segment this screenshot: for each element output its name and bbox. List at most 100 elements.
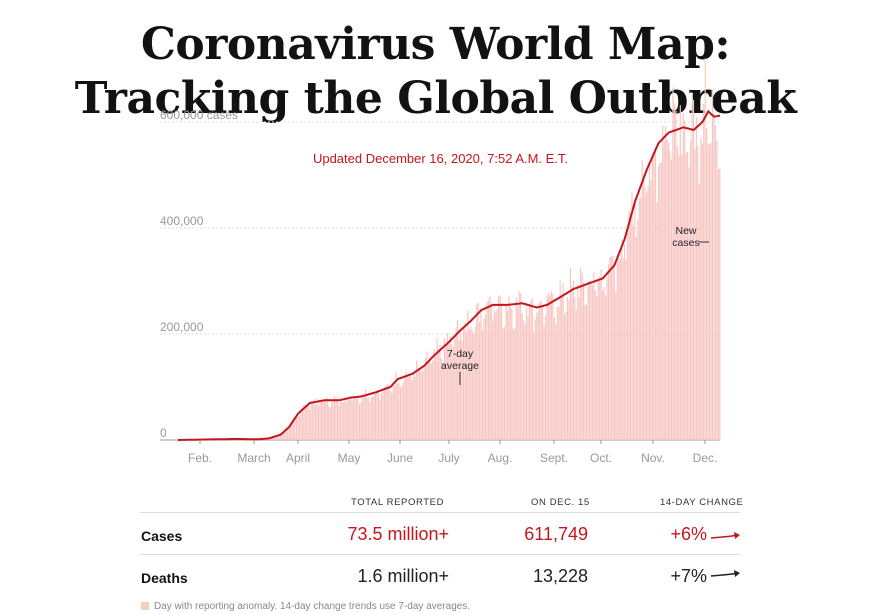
bar xyxy=(700,137,702,440)
bar xyxy=(524,324,526,440)
bar xyxy=(697,145,699,441)
bar xyxy=(605,295,607,440)
cases-total: 73.5 million+ xyxy=(347,524,449,544)
bar xyxy=(591,285,593,440)
bar xyxy=(457,320,459,440)
bar xyxy=(568,300,570,440)
bar xyxy=(704,58,706,441)
bar xyxy=(298,415,301,440)
bar xyxy=(395,371,397,440)
bar xyxy=(273,436,276,440)
bar xyxy=(610,256,613,440)
bar xyxy=(369,402,371,440)
bar xyxy=(635,236,637,440)
bar xyxy=(440,358,443,440)
bar xyxy=(467,310,469,440)
bar xyxy=(673,102,676,440)
bar xyxy=(454,336,456,440)
bar xyxy=(489,296,491,440)
x-tick-label: Sept. xyxy=(540,451,568,465)
bar xyxy=(361,398,364,440)
bar xyxy=(284,430,286,440)
bar xyxy=(433,348,435,440)
bar xyxy=(659,163,661,440)
bar xyxy=(555,324,557,440)
bar xyxy=(474,326,476,440)
bar xyxy=(281,433,283,440)
bar xyxy=(662,125,664,440)
bar xyxy=(549,295,551,440)
bar xyxy=(676,146,678,440)
bar xyxy=(316,398,318,440)
bar xyxy=(647,185,649,440)
bar xyxy=(370,397,372,440)
bar xyxy=(565,311,567,440)
bar xyxy=(309,409,311,440)
bar xyxy=(618,258,620,440)
bar xyxy=(688,167,690,440)
bar xyxy=(536,312,538,440)
bar xyxy=(424,357,426,440)
bar xyxy=(518,291,520,440)
bar xyxy=(493,310,495,440)
y-tick-label: 200,000 xyxy=(160,320,204,334)
bar xyxy=(487,300,489,440)
bar xyxy=(367,397,369,440)
bar xyxy=(429,359,431,440)
bar xyxy=(398,383,400,440)
bar xyxy=(650,180,652,440)
bar xyxy=(464,322,466,440)
bar xyxy=(588,281,591,440)
bar xyxy=(574,297,576,440)
bar xyxy=(660,162,662,440)
bar xyxy=(360,402,362,440)
bar xyxy=(691,104,693,441)
bar xyxy=(621,239,623,440)
bar xyxy=(506,310,509,440)
bar xyxy=(451,343,453,440)
bar xyxy=(522,319,525,440)
x-tick-label: Dec. xyxy=(693,451,718,465)
bar xyxy=(495,312,497,440)
deaths-total: 1.6 million+ xyxy=(357,566,449,586)
bar xyxy=(625,259,627,440)
bar xyxy=(342,402,344,440)
bar xyxy=(558,307,560,440)
bar xyxy=(602,290,604,440)
bar xyxy=(612,255,614,440)
bar xyxy=(411,380,413,440)
bar xyxy=(616,263,618,440)
bar xyxy=(640,197,642,440)
bar xyxy=(373,393,375,440)
bar xyxy=(379,400,381,440)
bar xyxy=(377,391,380,440)
bar xyxy=(638,198,640,440)
bar xyxy=(461,340,463,440)
trend-up-arrow-icon xyxy=(710,532,740,539)
bar xyxy=(590,280,592,440)
bar xyxy=(496,308,498,440)
bar xyxy=(351,400,353,440)
bar xyxy=(445,343,447,440)
bar xyxy=(423,366,425,440)
bar xyxy=(552,293,554,440)
bar xyxy=(276,436,279,440)
bar xyxy=(402,382,405,440)
bar xyxy=(470,327,472,440)
bar xyxy=(325,398,327,440)
bar xyxy=(388,385,390,440)
bar xyxy=(566,297,569,440)
bar xyxy=(329,407,331,440)
bar xyxy=(498,296,500,440)
bar xyxy=(310,403,312,440)
bar xyxy=(547,293,550,440)
bar xyxy=(643,174,645,440)
x-tick-label: July xyxy=(438,451,459,465)
bar xyxy=(458,340,460,440)
bar xyxy=(657,166,659,441)
bar xyxy=(666,139,668,440)
bar xyxy=(275,436,277,440)
bar xyxy=(682,112,684,441)
bar xyxy=(328,405,330,440)
bar xyxy=(394,386,396,440)
